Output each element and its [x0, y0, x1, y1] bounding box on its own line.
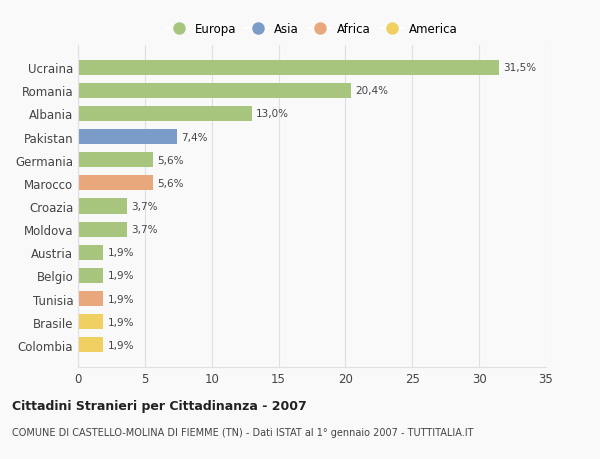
Bar	[78, 61, 499, 76]
Bar	[78, 337, 103, 353]
Bar	[78, 222, 127, 237]
Text: 1,9%: 1,9%	[107, 248, 134, 257]
Text: 3,7%: 3,7%	[131, 202, 158, 212]
Text: 5,6%: 5,6%	[157, 156, 184, 165]
Bar	[78, 130, 177, 145]
Legend: Europa, Asia, Africa, America: Europa, Asia, Africa, America	[163, 20, 461, 39]
Text: 13,0%: 13,0%	[256, 109, 289, 119]
Text: 1,9%: 1,9%	[107, 340, 134, 350]
Bar	[78, 84, 351, 99]
Text: 1,9%: 1,9%	[107, 294, 134, 304]
Text: 5,6%: 5,6%	[157, 179, 184, 189]
Bar	[78, 314, 103, 330]
Text: 7,4%: 7,4%	[181, 132, 208, 142]
Text: 1,9%: 1,9%	[107, 271, 134, 281]
Text: 1,9%: 1,9%	[107, 317, 134, 327]
Bar	[78, 106, 252, 122]
Bar	[78, 245, 103, 260]
Text: 20,4%: 20,4%	[355, 86, 388, 96]
Bar	[78, 153, 153, 168]
Bar	[78, 199, 127, 214]
Text: Cittadini Stranieri per Cittadinanza - 2007: Cittadini Stranieri per Cittadinanza - 2…	[12, 399, 307, 412]
Text: 31,5%: 31,5%	[503, 63, 536, 73]
Bar	[78, 176, 153, 191]
Text: 3,7%: 3,7%	[131, 224, 158, 235]
Bar	[78, 291, 103, 307]
Bar	[78, 269, 103, 283]
Text: COMUNE DI CASTELLO-MOLINA DI FIEMME (TN) - Dati ISTAT al 1° gennaio 2007 - TUTTI: COMUNE DI CASTELLO-MOLINA DI FIEMME (TN)…	[12, 427, 473, 437]
